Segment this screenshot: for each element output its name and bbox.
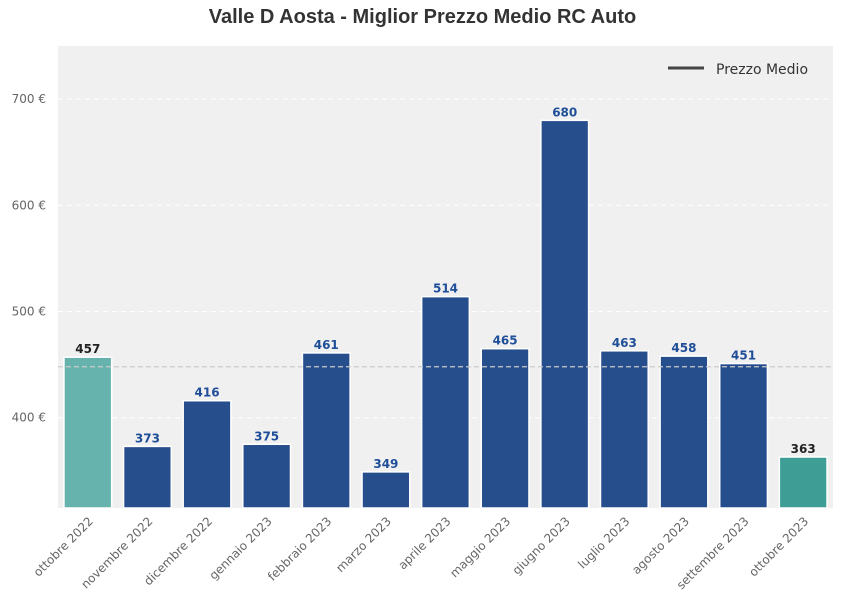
y-tick-label: 700 € xyxy=(12,92,46,106)
bar xyxy=(122,445,173,509)
bar xyxy=(420,295,471,509)
x-tick-label: febbraio 2023 xyxy=(265,514,334,583)
legend-label: Prezzo Medio xyxy=(716,62,808,78)
bar-value-label: 375 xyxy=(254,429,279,443)
bar-value-label: 416 xyxy=(195,386,220,400)
x-tick-label: giugno 2023 xyxy=(510,514,573,577)
bar xyxy=(659,355,709,509)
y-tick-label: 500 € xyxy=(12,305,46,319)
y-tick-label: 400 € xyxy=(12,411,46,425)
x-tick-label: luglio 2023 xyxy=(575,514,632,571)
bar-value-label: 514 xyxy=(433,282,458,296)
bar xyxy=(778,456,828,509)
bar xyxy=(182,399,232,509)
bar-value-label: 680 xyxy=(552,105,577,119)
bar-value-label: 349 xyxy=(373,457,398,471)
bar xyxy=(718,362,769,509)
x-tick-label: gennaio 2023 xyxy=(206,514,274,582)
bar-value-label: 363 xyxy=(791,442,816,456)
bar xyxy=(361,471,411,509)
bar-value-label: 458 xyxy=(671,341,696,355)
bar-value-label: 457 xyxy=(75,342,100,356)
bar xyxy=(540,119,590,509)
bar xyxy=(63,356,113,509)
x-tick-label: ottobre 2022 xyxy=(31,514,96,579)
bar-value-label: 465 xyxy=(493,334,518,348)
chart-title: Valle D Aosta - Miglior Prezzo Medio RC … xyxy=(208,6,637,28)
x-tick-label: ottobre 2023 xyxy=(746,514,811,579)
bar-value-label: 463 xyxy=(612,336,637,350)
bar xyxy=(301,352,351,509)
x-tick-label: agosto 2023 xyxy=(629,514,692,577)
x-tick-label: marzo 2023 xyxy=(333,514,394,575)
bar xyxy=(480,347,530,509)
x-tick-label: aprile 2023 xyxy=(395,514,453,572)
y-tick-label: 600 € xyxy=(12,198,46,212)
x-tick-label: maggio 2023 xyxy=(447,514,513,580)
bar xyxy=(242,443,292,509)
bar-value-label: 461 xyxy=(314,338,339,352)
bar-value-label: 373 xyxy=(135,431,160,445)
bar-value-label: 451 xyxy=(731,349,756,363)
bar xyxy=(599,350,649,509)
